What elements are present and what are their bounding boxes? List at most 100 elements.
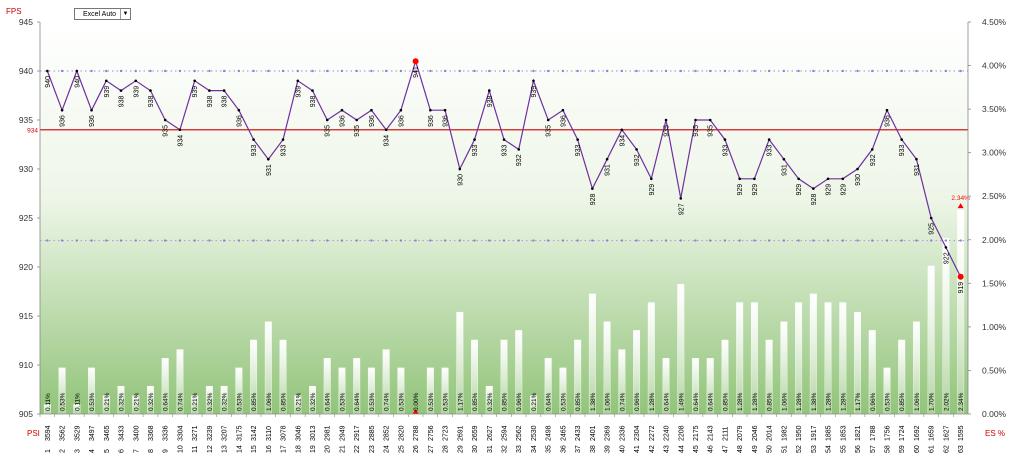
psi-label: 3497 [89, 425, 96, 441]
x-category-label: 15 [251, 445, 258, 453]
dotted-line-marker [709, 69, 712, 73]
dotted-line-marker [252, 239, 255, 242]
fps-point [915, 157, 918, 161]
es-data-label: 0.53% [398, 392, 405, 411]
dotted-line-marker [871, 69, 874, 73]
es-data-label: 0.53% [369, 392, 376, 411]
psi-label: 2272 [649, 425, 656, 441]
psi-label: 2659 [472, 425, 479, 441]
fps-data-label: 919 [958, 282, 965, 294]
dotted-line-marker [237, 239, 241, 242]
x-category-label: 46 [708, 445, 715, 453]
dotted-line-marker [222, 69, 226, 73]
psi-label: 3271 [192, 425, 199, 441]
dotted-line-marker [826, 69, 830, 73]
dotted-line-marker [414, 69, 417, 73]
x-category-label: 51 [781, 445, 788, 453]
x-category-label: 28 [443, 445, 450, 453]
fps-data-label: 931 [605, 164, 612, 176]
left-tick-label: 905 [19, 409, 33, 419]
es-data-label: 0.53% [60, 392, 67, 411]
fps-point [193, 79, 196, 83]
dotted-line-marker [488, 69, 491, 73]
fps-data-label: 938 [487, 96, 494, 108]
es-data-label: 0.64% [163, 392, 170, 411]
es-data-label: 0.53% [236, 392, 243, 411]
psi-label: 3142 [251, 425, 258, 441]
fps-point [708, 118, 712, 122]
dotted-line-marker [841, 69, 844, 73]
dotted-line-marker [105, 69, 108, 73]
x-category-label: 30 [472, 445, 479, 453]
dotted-line-marker [812, 239, 815, 242]
dotted-line-marker [458, 69, 462, 73]
left-tick-label: 915 [19, 311, 33, 321]
x-category-label: 35 [546, 445, 553, 453]
fps-data-label: 936 [339, 115, 346, 127]
fps-point [384, 128, 388, 132]
fps-data-label: 935 [708, 125, 715, 137]
psi-label: 1853 [840, 425, 847, 441]
x-category-label: 42 [649, 445, 656, 453]
psi-label: 2240 [664, 425, 671, 441]
psi-label: 3368 [148, 425, 155, 441]
right-tick-label: 2.50% [982, 191, 1007, 201]
fps-point [591, 187, 594, 190]
fps-point [134, 79, 138, 83]
es-data-label: 0.64% [693, 392, 700, 411]
min-es-marker [412, 409, 419, 414]
x-category-label: 57 [870, 445, 877, 453]
dotted-line-marker [414, 239, 417, 242]
dotted-line-marker [959, 69, 962, 73]
es-data-label: 0.32% [222, 392, 229, 411]
dotted-line-marker [90, 239, 93, 242]
psi-label: 1659 [929, 425, 936, 441]
es-data-label: 0.21% [192, 392, 199, 411]
es-data-label: 1.28% [649, 392, 656, 411]
dotted-line-marker [399, 239, 403, 242]
dotted-line-marker [488, 239, 491, 242]
psi-label: 3207 [222, 425, 229, 441]
chevron-down-icon[interactable]: ▼ [120, 9, 130, 19]
dotted-line-marker [119, 239, 123, 242]
dotted-line-marker [267, 239, 270, 242]
fps-data-label: 936 [884, 115, 891, 127]
fps-point [237, 108, 241, 112]
x-category-label: 8 [148, 449, 155, 453]
fps-data-label: 930 [457, 174, 464, 186]
chart-mode-dropdown[interactable]: Excel Auto ▼ [74, 8, 131, 20]
fps-point [767, 138, 771, 141]
x-category-label: 47 [722, 445, 729, 453]
dotted-line-marker [812, 69, 815, 73]
dotted-line-marker [605, 239, 609, 242]
x-category-label: 53 [811, 445, 818, 453]
dotted-line-marker [134, 239, 137, 242]
psi-label: 2981 [325, 425, 332, 441]
es-data-label: 1.70% [929, 392, 936, 411]
dotted-line-marker [856, 69, 859, 73]
fps-data-label: 933 [502, 145, 509, 157]
right-tick-label: 4.00% [982, 61, 1007, 71]
fps-point [149, 89, 152, 92]
fps-data-label: 935 [546, 125, 553, 137]
x-category-label: 40 [619, 445, 626, 453]
es-data-label: 0.32% [487, 392, 494, 411]
min-fps-marker [957, 273, 964, 280]
psi-label: 3529 [74, 425, 81, 441]
fps-point [208, 89, 211, 92]
dotted-line-marker [326, 69, 329, 73]
fps-data-label: 932 [634, 154, 641, 166]
x-category-label: 4 [89, 449, 96, 453]
dotted-line-marker [664, 69, 668, 73]
dotted-line-marker [311, 69, 314, 73]
dotted-line-marker [709, 239, 712, 242]
x-category-label: 55 [840, 445, 847, 453]
dotted-line-marker [871, 239, 874, 242]
psi-label: 3175 [236, 425, 243, 441]
dotted-line-marker [399, 69, 403, 73]
es-data-label: 0.85% [502, 392, 509, 411]
es-data-label: 0.53% [89, 392, 96, 411]
right-tick-label: 3.50% [982, 104, 1007, 114]
x-category-label: 34 [531, 445, 538, 453]
es-data-label: 0.74% [384, 392, 391, 411]
